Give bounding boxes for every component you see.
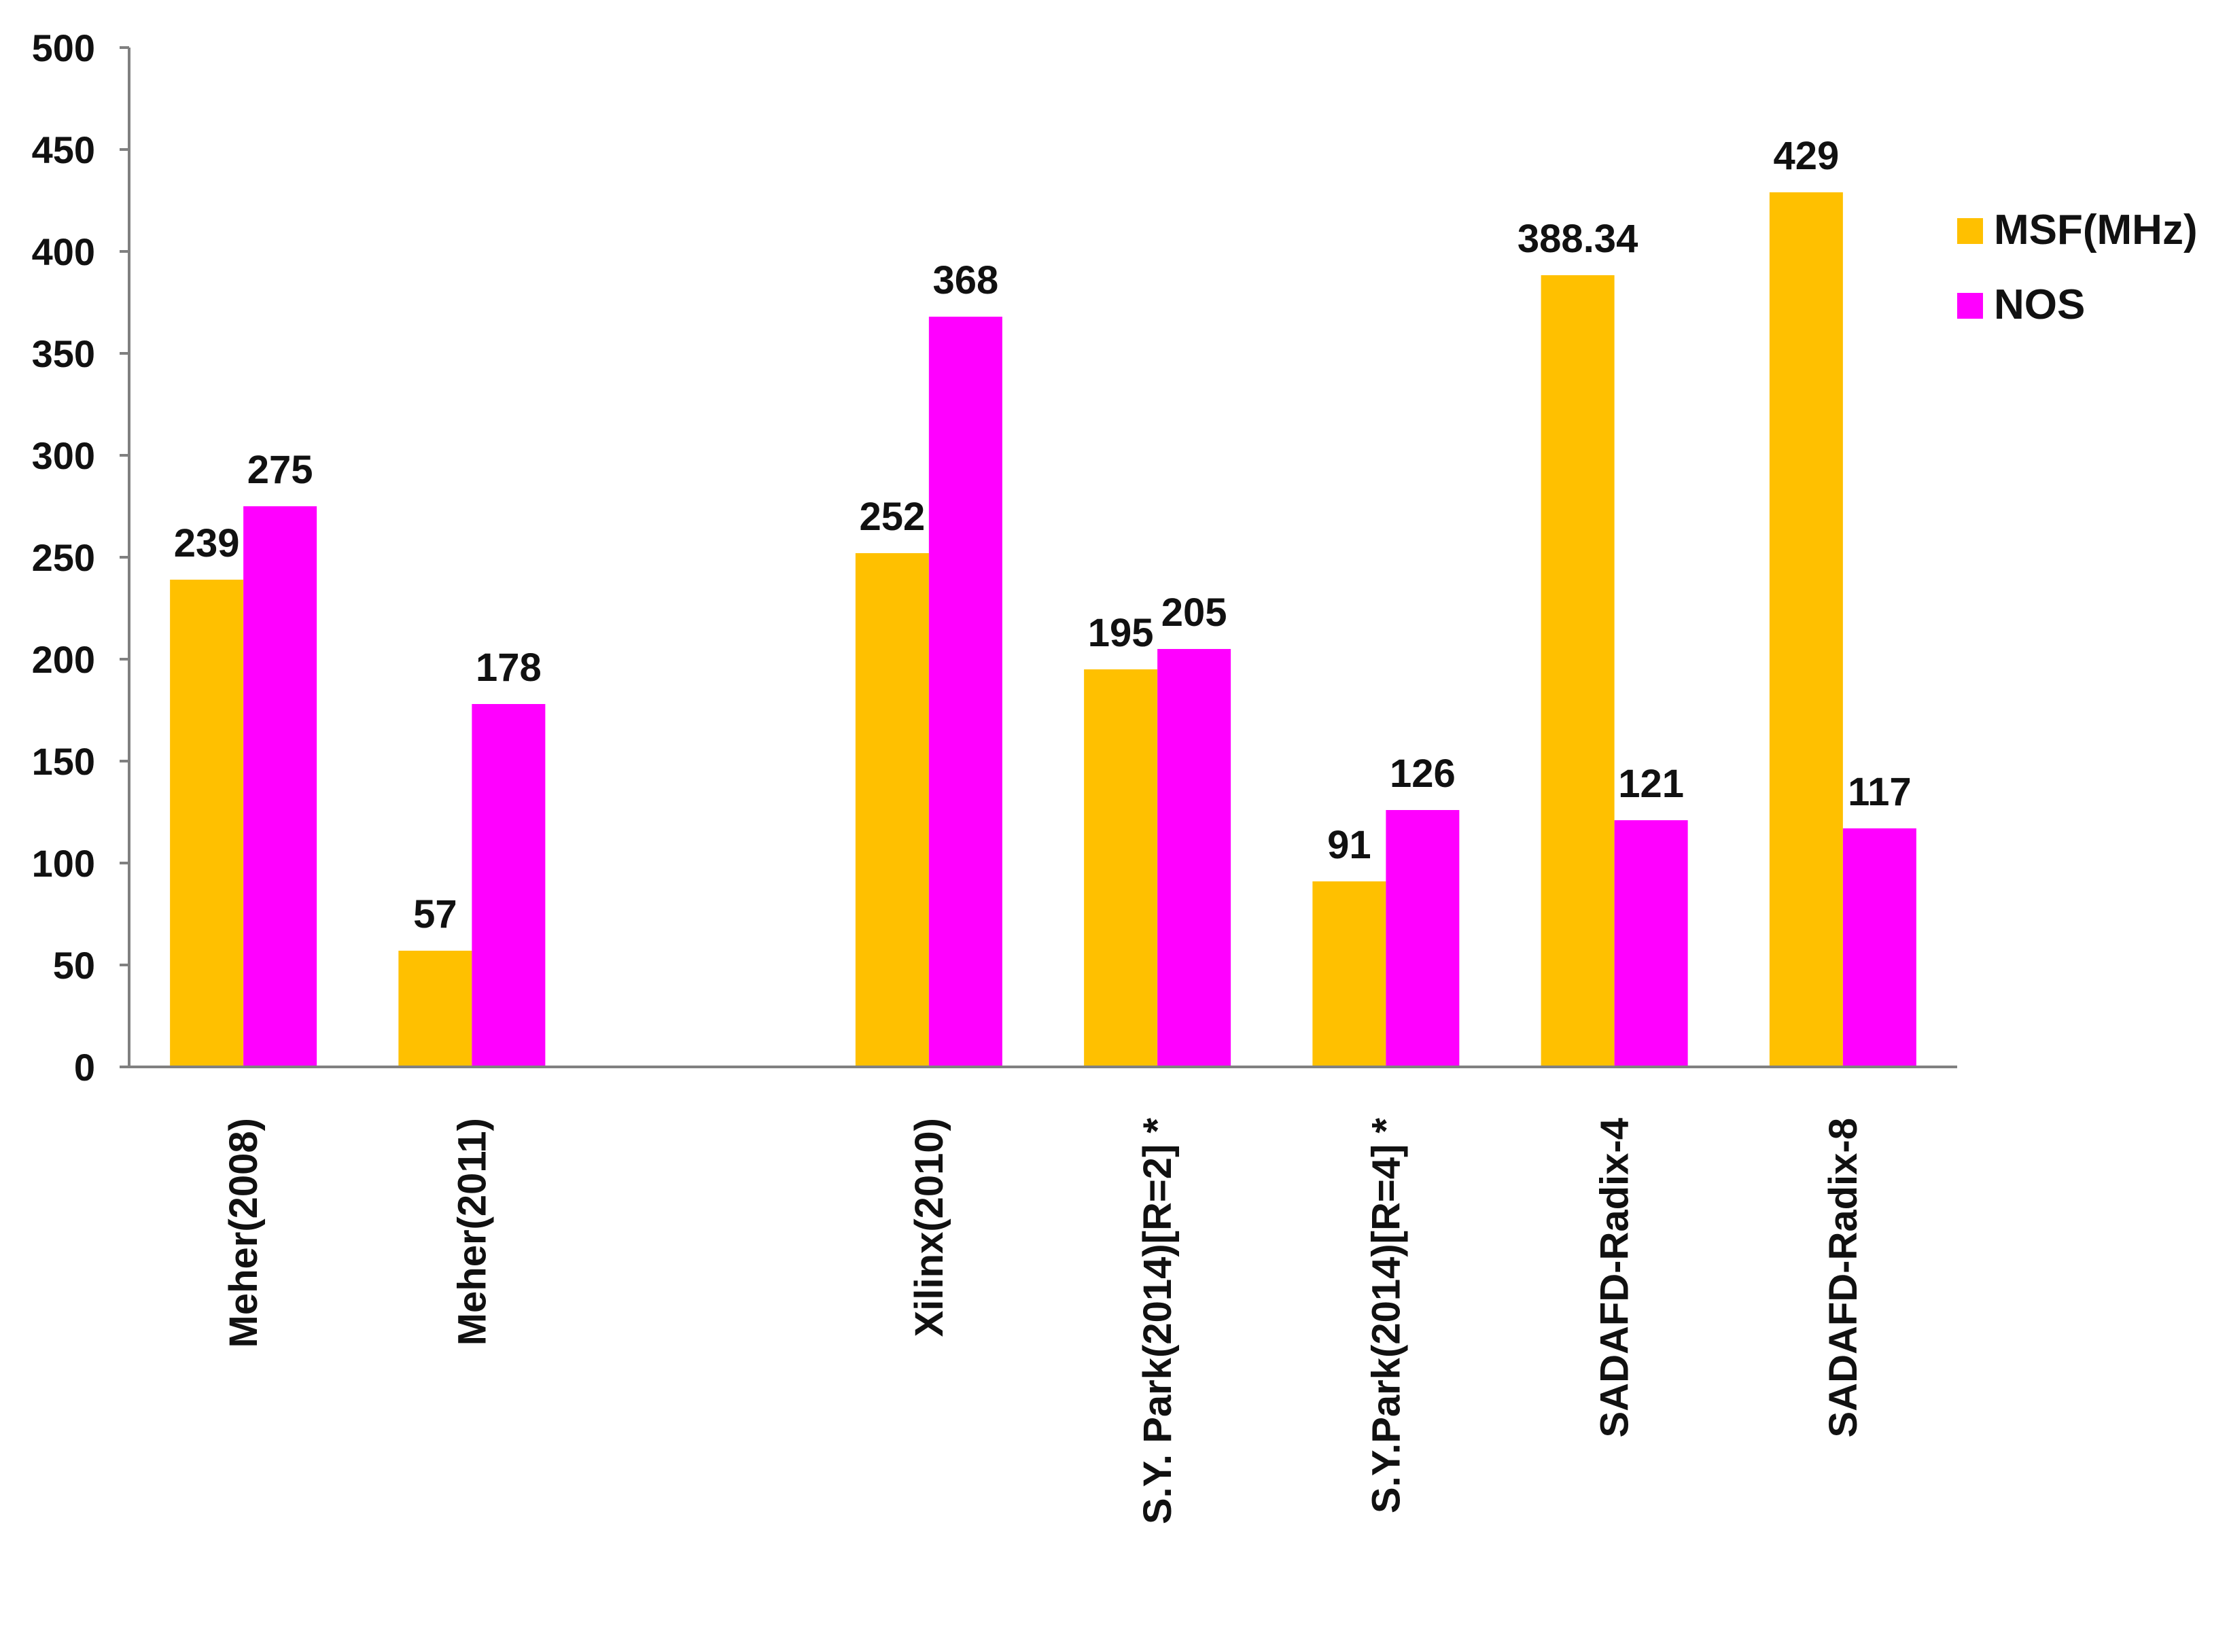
category-label: Meher(2011) (450, 1118, 494, 1346)
bar-msf (1769, 192, 1843, 1067)
bar-msf (398, 951, 472, 1067)
legend-swatch (1957, 218, 1983, 244)
bar-nos (472, 704, 546, 1067)
bar-nos (1842, 828, 1916, 1067)
y-tick-label: 400 (32, 230, 95, 273)
category-label: SADAFD-Radix-8 (1821, 1118, 1865, 1438)
data-labels-layer: 239 57 252 195 91 388.34 429 275 178 368 205 126 121… (174, 134, 1912, 936)
data-label: 91 (1327, 823, 1371, 867)
data-label: 126 (1390, 752, 1456, 796)
bar-nos (1157, 649, 1231, 1067)
data-label: 388.34 (1517, 217, 1638, 261)
category-labels-layer: Meher(2008) Meher(2011) Xilinx(2010) S.Y. P… (222, 1118, 1865, 1524)
bars-layer (170, 192, 1916, 1068)
data-label: 121 (1618, 762, 1684, 806)
legend-label: MSF(MHz) (1994, 207, 2198, 253)
data-label: 195 (1088, 611, 1154, 655)
category-label: Meher(2008) (222, 1118, 266, 1348)
bar-nos (1614, 820, 1688, 1067)
y-tick-label: 50 (53, 944, 95, 987)
legend-swatch (1957, 293, 1983, 319)
y-tick-label: 150 (32, 740, 95, 783)
bar-nos (928, 317, 1002, 1067)
legend: MSF(MHz) NOS (1957, 207, 2198, 328)
y-tick-label: 100 (32, 842, 95, 885)
data-label: 239 (174, 521, 240, 565)
y-tick-label: 300 (32, 434, 95, 477)
y-tick-label: 200 (32, 638, 95, 681)
y-tick-label: 0 (74, 1046, 95, 1089)
data-label: 57 (413, 892, 457, 936)
data-label: 275 (247, 448, 313, 492)
bar-msf (1312, 881, 1386, 1067)
data-label: 252 (859, 495, 925, 539)
bar-msf (855, 553, 929, 1067)
y-axis-ticks: 0 50 100 150 200 250 300 350 400 450 500 (32, 27, 129, 1089)
y-tick-label: 350 (32, 332, 95, 375)
data-label: 368 (932, 258, 998, 302)
y-tick-label: 500 (32, 27, 95, 69)
data-label: 117 (1848, 770, 1912, 814)
category-label: S.Y. Park(2014)[R=2] * (1136, 1118, 1180, 1524)
data-label: 205 (1161, 591, 1227, 635)
legend-label: NOS (1994, 281, 2085, 328)
category-label: SADAFD-Radix-4 (1593, 1118, 1637, 1438)
category-label: Xilinx(2010) (907, 1118, 951, 1337)
bar-nos (1386, 810, 1460, 1067)
bar-nos (243, 506, 317, 1067)
y-tick-label: 450 (32, 128, 95, 171)
data-label: 178 (476, 646, 542, 690)
bar-msf (1541, 275, 1615, 1068)
bar-msf (1084, 669, 1158, 1067)
category-label: S.Y.Park(2014)[R=4] * (1364, 1118, 1408, 1513)
data-label: 429 (1773, 134, 1839, 178)
y-tick-label: 250 (32, 536, 95, 579)
bar-msf (170, 580, 244, 1067)
